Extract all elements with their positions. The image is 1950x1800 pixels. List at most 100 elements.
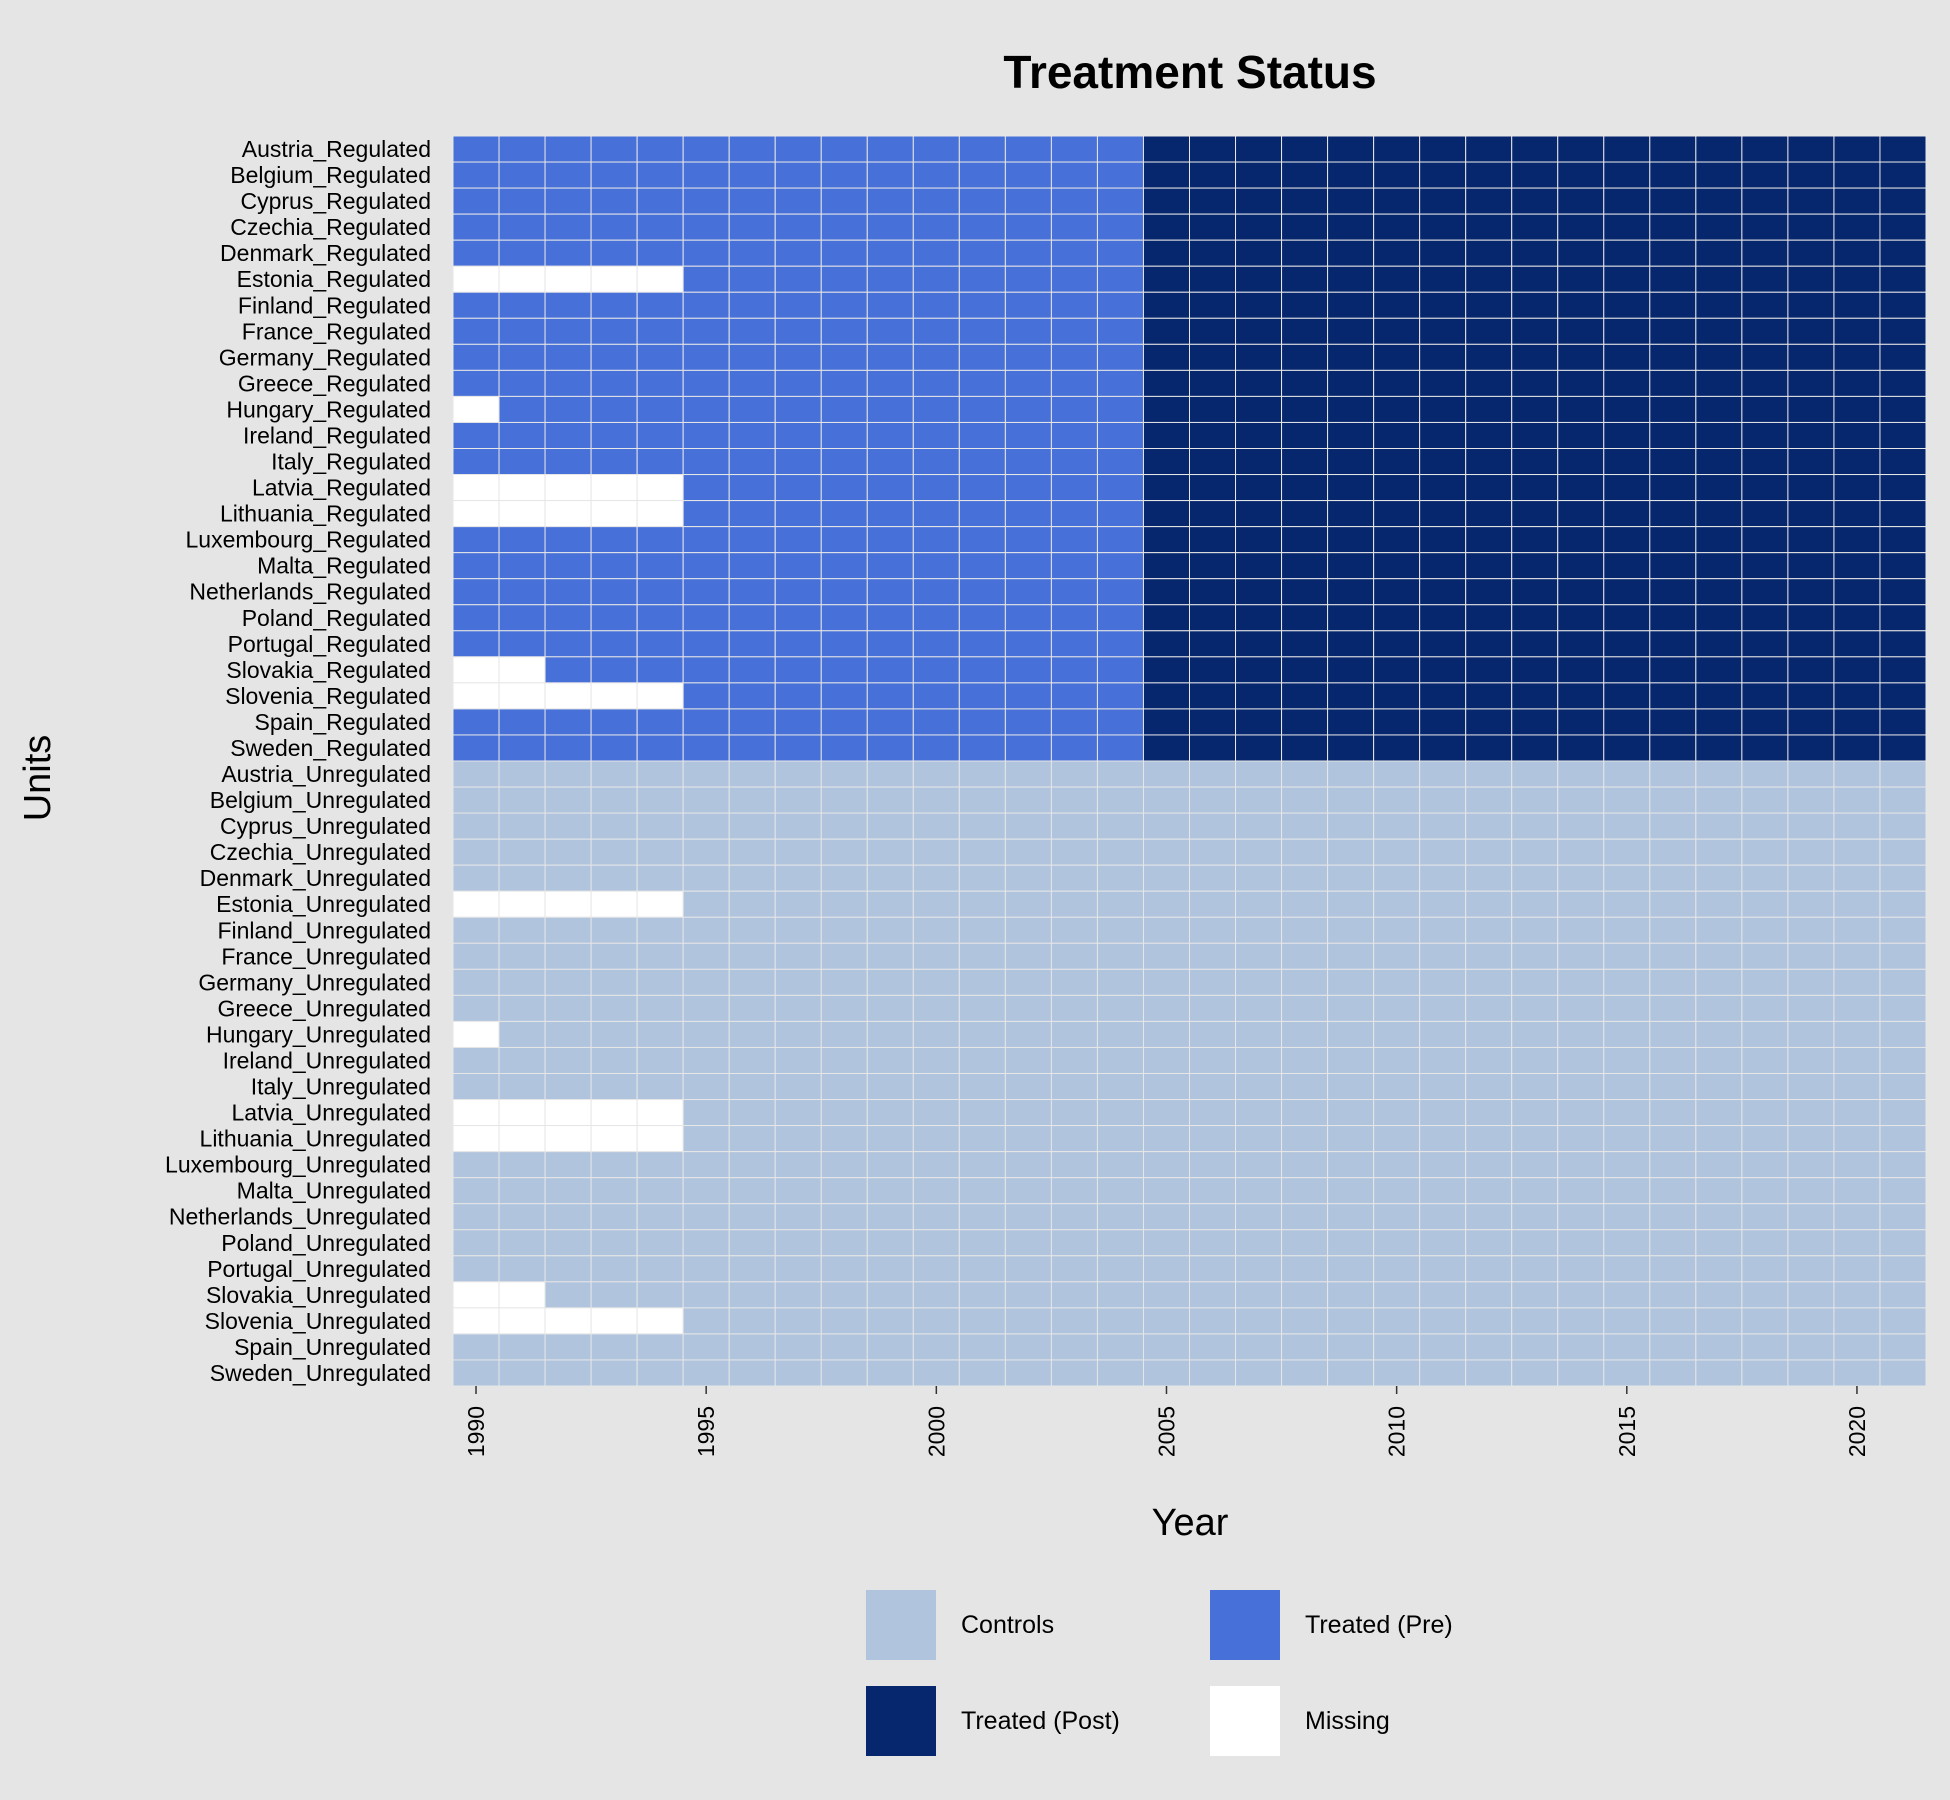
heatmap-cell <box>820 786 868 814</box>
heatmap-cell <box>452 1020 500 1048</box>
heatmap-cell <box>1511 604 1559 632</box>
heatmap-cell <box>1373 213 1421 241</box>
heatmap-cell <box>452 213 500 241</box>
heatmap-cell <box>636 317 684 345</box>
heatmap-cell <box>590 265 638 293</box>
heatmap-cell <box>682 682 730 710</box>
heatmap-cell <box>1373 734 1421 762</box>
heatmap-cell <box>1373 161 1421 189</box>
heatmap-cell <box>1465 474 1513 502</box>
heatmap-cell <box>866 395 914 423</box>
heatmap-cell <box>1603 421 1651 449</box>
heatmap-cell <box>1373 1125 1421 1153</box>
heatmap-cell <box>498 474 546 502</box>
heatmap-cell <box>774 1333 822 1361</box>
heatmap-cell <box>1235 786 1283 814</box>
heatmap-cell <box>452 1333 500 1361</box>
heatmap-cell <box>958 187 1006 215</box>
heatmap-cell <box>544 1333 592 1361</box>
y-tick-label: Belgium_Regulated <box>230 162 431 188</box>
heatmap-cell <box>1050 187 1098 215</box>
heatmap-cell <box>1787 187 1835 215</box>
heatmap-cell <box>1465 526 1513 554</box>
heatmap-cell <box>912 838 960 866</box>
heatmap-cell <box>1557 317 1605 345</box>
heatmap-cell <box>774 682 822 710</box>
heatmap-cell <box>1281 265 1329 293</box>
heatmap-cell <box>1787 1359 1835 1387</box>
heatmap-cell <box>1787 864 1835 892</box>
heatmap-cell <box>1189 890 1237 918</box>
heatmap-cell <box>728 500 776 528</box>
heatmap-cell <box>1235 890 1283 918</box>
heatmap-cell <box>1189 369 1237 397</box>
heatmap-cell <box>1695 1255 1743 1283</box>
heatmap-cell <box>1189 552 1237 580</box>
heatmap-cell <box>1879 994 1927 1022</box>
heatmap-cell <box>590 1046 638 1074</box>
heatmap-cell <box>590 1151 638 1179</box>
heatmap-cell <box>1235 1307 1283 1335</box>
heatmap-cell <box>1373 578 1421 606</box>
heatmap-cell <box>1465 1125 1513 1153</box>
heatmap-cell <box>452 161 500 189</box>
heatmap-cell <box>774 786 822 814</box>
heatmap-cell <box>1235 1151 1283 1179</box>
heatmap-cell <box>866 812 914 840</box>
heatmap-cell <box>498 395 546 423</box>
heatmap-cell <box>1419 1359 1467 1387</box>
heatmap-cell <box>1649 552 1697 580</box>
legend-label: Treated (Post) <box>961 1707 1120 1735</box>
heatmap-cell <box>1511 369 1559 397</box>
heatmap-cell <box>1050 578 1098 606</box>
heatmap-cell <box>636 239 684 267</box>
heatmap-cell <box>1879 656 1927 684</box>
heatmap-cell <box>1741 448 1789 476</box>
heatmap-cell <box>774 812 822 840</box>
heatmap-cell <box>1050 265 1098 293</box>
heatmap-cell <box>1603 265 1651 293</box>
heatmap-cell <box>682 760 730 788</box>
heatmap-cell <box>774 838 822 866</box>
heatmap-cell <box>1281 1359 1329 1387</box>
heatmap-cell <box>1235 942 1283 970</box>
heatmap-cell <box>1004 1281 1052 1309</box>
heatmap-cell <box>498 864 546 892</box>
heatmap-cell <box>1511 1177 1559 1205</box>
heatmap-cell <box>1787 500 1835 528</box>
heatmap-cell <box>1557 395 1605 423</box>
heatmap-cell <box>544 1307 592 1335</box>
heatmap-cell <box>912 1203 960 1231</box>
heatmap-cell <box>1465 760 1513 788</box>
heatmap-cell <box>1327 1359 1375 1387</box>
heatmap-cell <box>1603 291 1651 319</box>
heatmap-cell <box>728 890 776 918</box>
heatmap-cell <box>958 1307 1006 1335</box>
heatmap-cell <box>544 760 592 788</box>
heatmap-cell <box>1649 838 1697 866</box>
heatmap-cell <box>1695 708 1743 736</box>
heatmap-cell <box>728 291 776 319</box>
heatmap-cell <box>1142 421 1190 449</box>
heatmap-cell <box>544 1177 592 1205</box>
heatmap-cell <box>866 187 914 215</box>
heatmap-cell <box>498 448 546 476</box>
heatmap-cell <box>958 161 1006 189</box>
heatmap-cell <box>452 734 500 762</box>
heatmap-cell <box>1695 1099 1743 1127</box>
heatmap-cell <box>912 265 960 293</box>
heatmap-cell <box>1465 317 1513 345</box>
heatmap-cell <box>544 474 592 502</box>
heatmap-cell <box>1741 1203 1789 1231</box>
heatmap-cell <box>452 369 500 397</box>
heatmap-cell <box>1649 864 1697 892</box>
heatmap-cell <box>1603 838 1651 866</box>
heatmap-cell <box>1419 864 1467 892</box>
heatmap-cell <box>728 1020 776 1048</box>
heatmap-cell <box>636 578 684 606</box>
heatmap-cell <box>544 265 592 293</box>
heatmap-cell <box>1787 291 1835 319</box>
heatmap-cell <box>1189 604 1237 632</box>
heatmap-cell <box>1833 526 1881 554</box>
heatmap-cell <box>1004 343 1052 371</box>
